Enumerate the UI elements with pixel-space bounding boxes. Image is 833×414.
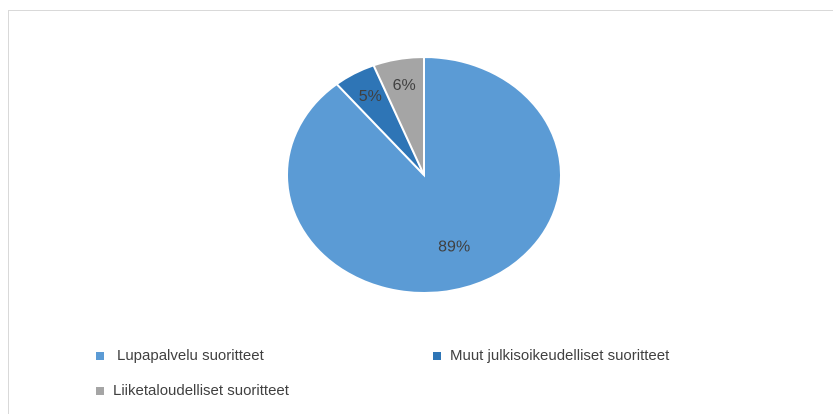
legend-marker (96, 352, 104, 360)
legend-label: Muut julkisoikeudelliset suoritteet (450, 347, 670, 364)
legend-label: Lupapalvelu suoritteet (117, 347, 265, 364)
legend-label: Liiketaloudelliset suoritteet (113, 382, 290, 399)
legend-marker (96, 387, 104, 395)
data-label: 6% (393, 77, 416, 94)
pie-slice (372, 55, 425, 176)
data-label: 5% (359, 88, 382, 105)
legend-marker (433, 352, 441, 360)
data-label: 89% (438, 238, 470, 255)
